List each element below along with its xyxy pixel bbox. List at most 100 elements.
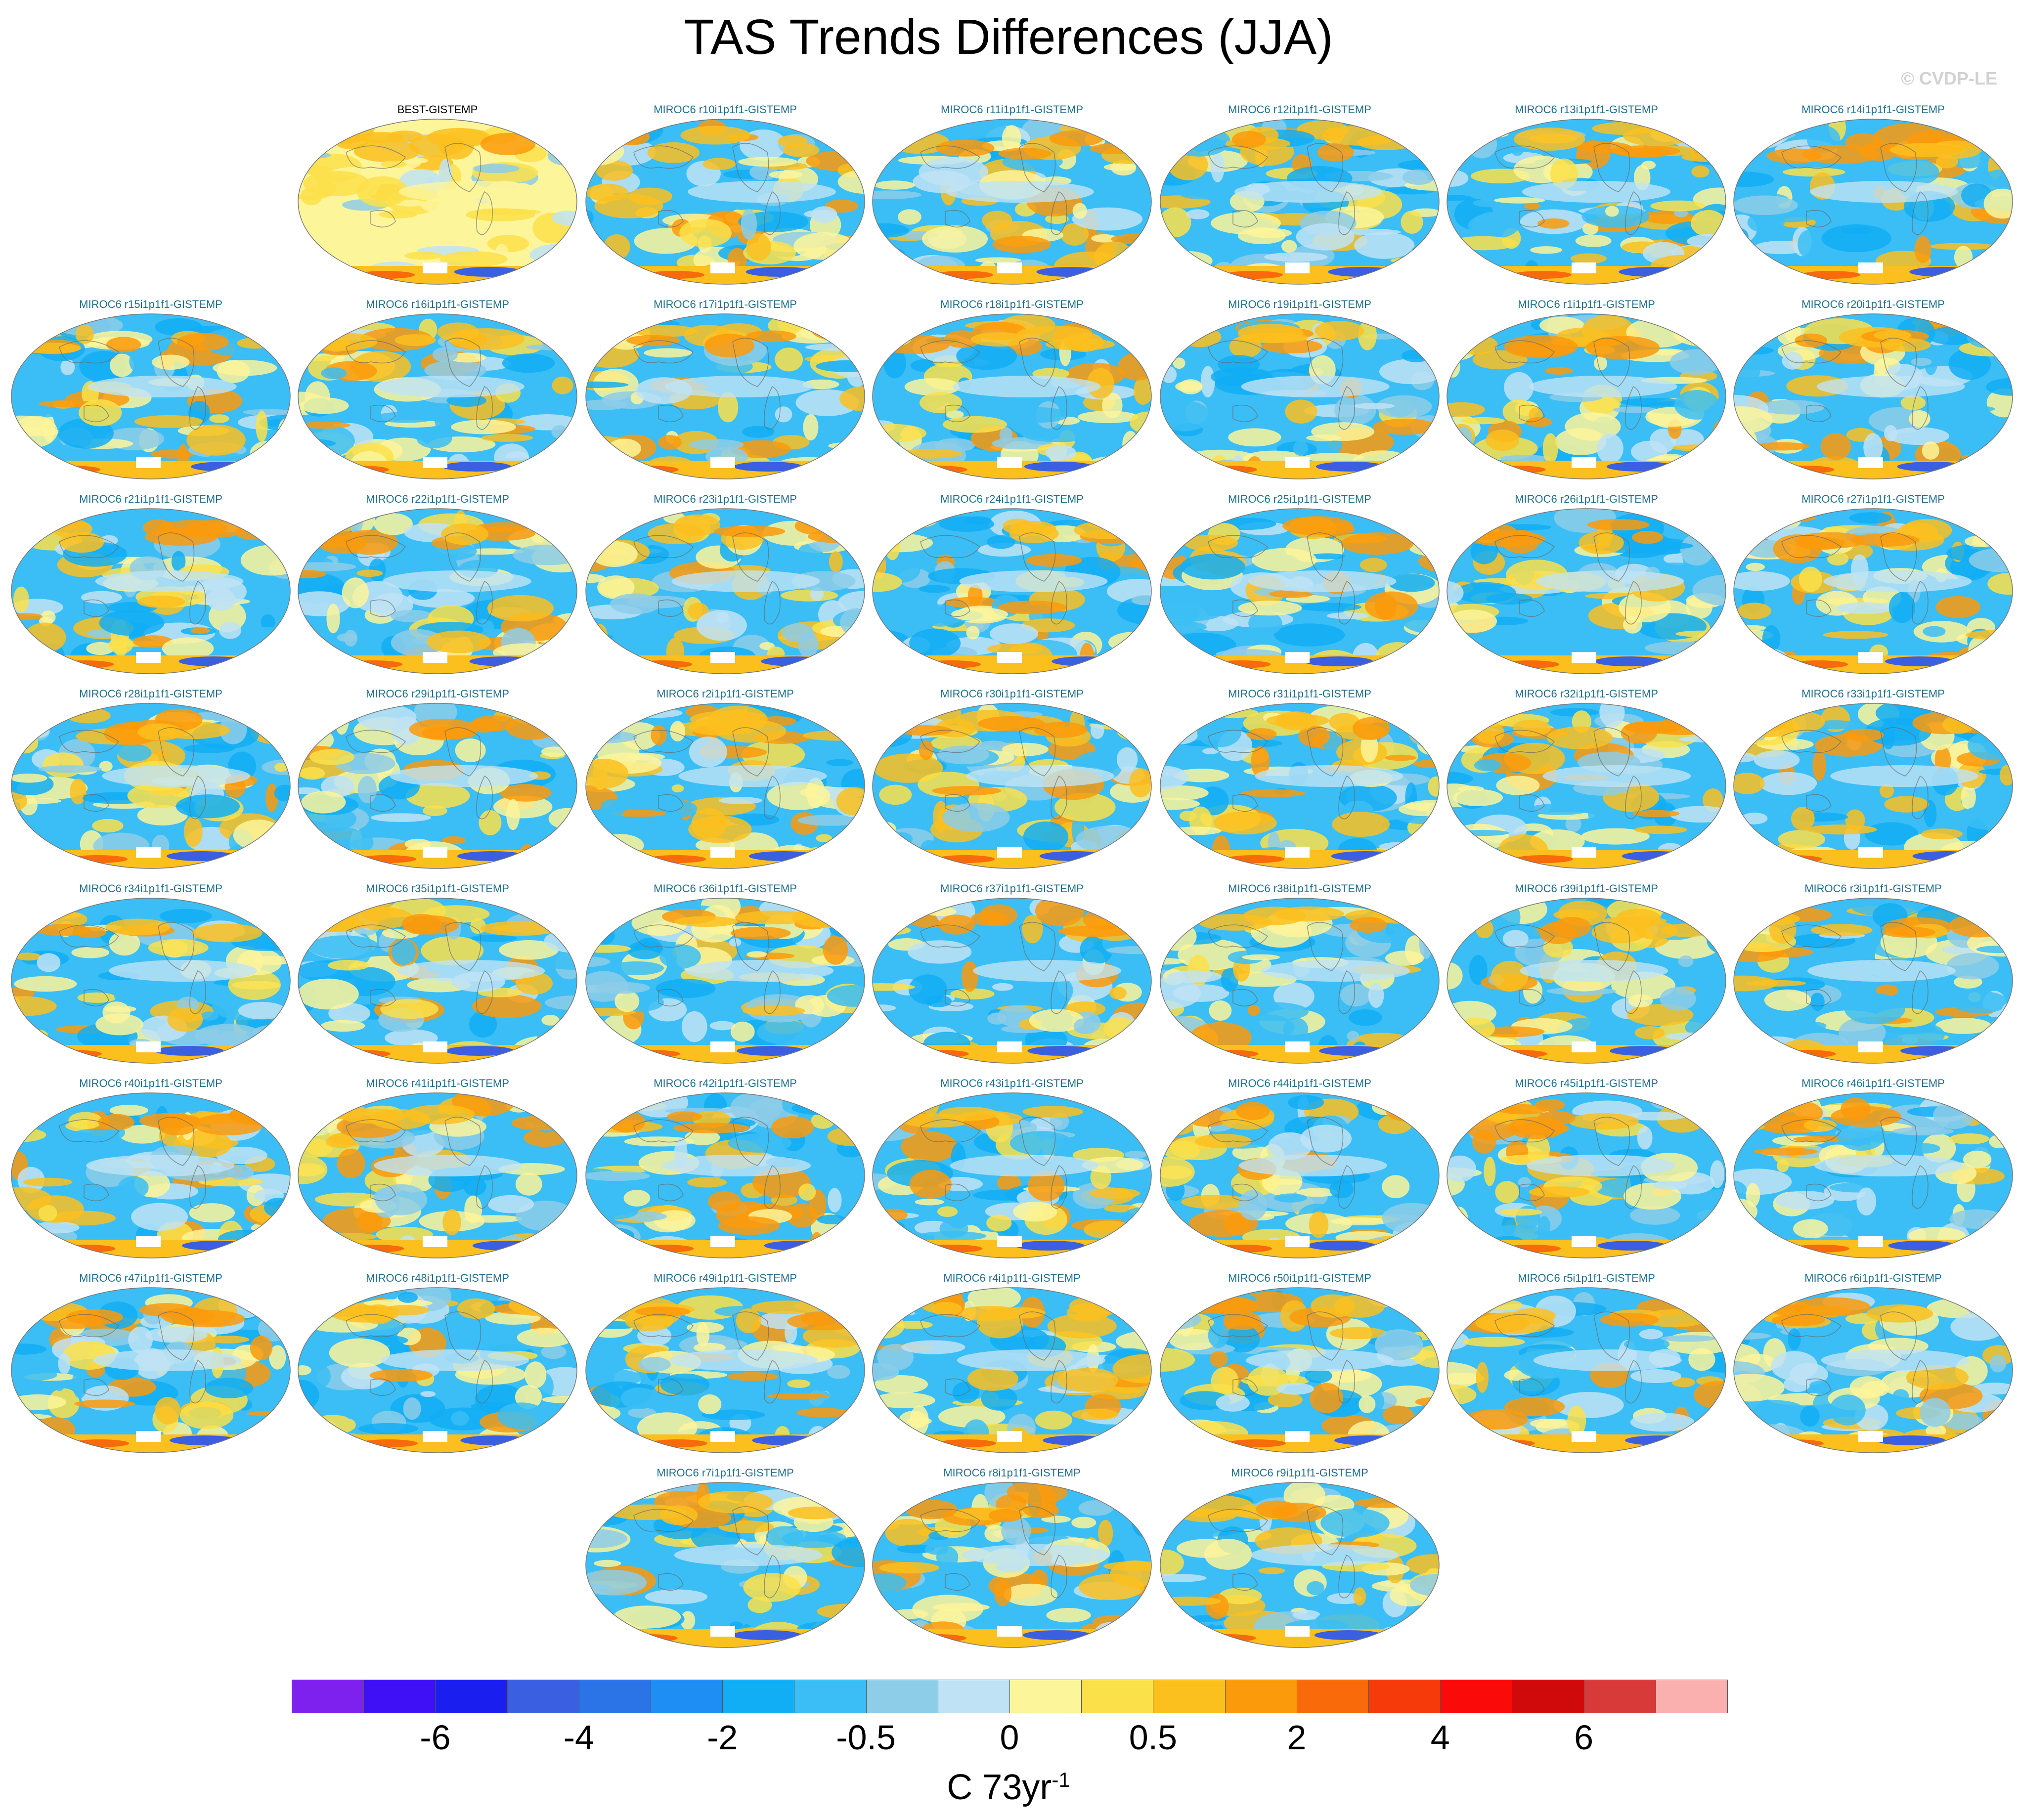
- map-panel-title: MIROC6 r2i1p1f1-GISTEMP: [657, 688, 794, 700]
- map-panel: MIROC6 r32i1p1f1-GISTEMP: [1446, 687, 1727, 870]
- map-panel-title: MIROC6 r9i1p1f1-GISTEMP: [1231, 1467, 1368, 1479]
- map-panel: MIROC6 r10i1p1f1-GISTEMP: [584, 103, 866, 286]
- map-panel-title: MIROC6 r20i1p1f1-GISTEMP: [1801, 298, 1945, 310]
- global-trend-map: [1447, 119, 1726, 285]
- map-panel-title: MIROC6 r41i1p1f1-GISTEMP: [366, 1077, 509, 1089]
- map-panel-title: MIROC6 r35i1p1f1-GISTEMP: [366, 882, 509, 895]
- map-panel: MIROC6 r46i1p1f1-GISTEMP: [1732, 1077, 2014, 1259]
- map-panel-title: MIROC6 r50i1p1f1-GISTEMP: [1228, 1272, 1371, 1284]
- global-trend-map: [298, 703, 577, 869]
- colorbar-tick-label: -2: [707, 1718, 738, 1757]
- global-trend-map: [1160, 313, 1440, 479]
- colorbar-tick-label: 6: [1574, 1718, 1594, 1757]
- colorbar-tick-label: -4: [563, 1718, 594, 1757]
- map-panel-title: MIROC6 r11i1p1f1-GISTEMP: [940, 103, 1084, 116]
- map-panel-title: MIROC6 r6i1p1f1-GISTEMP: [1804, 1272, 1942, 1284]
- colorbar-tick-label: 0.5: [1129, 1718, 1178, 1757]
- map-panel-title: MIROC6 r46i1p1f1-GISTEMP: [1801, 1077, 1945, 1089]
- colorbar-box: [1368, 1680, 1441, 1713]
- global-trend-map: [11, 508, 291, 674]
- map-panel-title: MIROC6 r38i1p1f1-GISTEMP: [1228, 882, 1371, 895]
- global-trend-map: [872, 898, 1152, 1064]
- map-panel: MIROC6 r40i1p1f1-GISTEMP: [10, 1077, 292, 1259]
- global-trend-map: [1447, 313, 1726, 479]
- global-trend-map: [1160, 1482, 1440, 1648]
- map-panel: MIROC6 r30i1p1f1-GISTEMP: [871, 687, 1153, 870]
- global-trend-map: [1447, 898, 1726, 1064]
- map-panel: MIROC6 r8i1p1f1-GISTEMP: [871, 1466, 1153, 1649]
- map-panel: MIROC6 r35i1p1f1-GISTEMP: [297, 882, 578, 1065]
- map-panel: MIROC6 r7i1p1f1-GISTEMP: [584, 1466, 866, 1649]
- map-panel-title: BEST-GISTEMP: [397, 103, 478, 116]
- map-panel: MIROC6 r42i1p1f1-GISTEMP: [584, 1077, 866, 1259]
- map-panel: MIROC6 r21i1p1f1-GISTEMP: [10, 492, 292, 675]
- map-panel-title: MIROC6 r40i1p1f1-GISTEMP: [79, 1077, 222, 1089]
- map-panel-title: MIROC6 r24i1p1f1-GISTEMP: [940, 493, 1084, 505]
- global-trend-map: [298, 313, 577, 479]
- colorbar-box: [1225, 1680, 1297, 1713]
- colorbar-box: [722, 1680, 795, 1713]
- colorbar-box: [507, 1680, 579, 1713]
- global-trend-map: [872, 1482, 1152, 1648]
- colorbar-box: [1512, 1680, 1584, 1713]
- colorbar-box: [1009, 1680, 1082, 1713]
- global-trend-map: [1733, 1287, 2013, 1453]
- map-panel: MIROC6 r31i1p1f1-GISTEMP: [1159, 687, 1441, 870]
- map-panel: MIROC6 r16i1p1f1-GISTEMP: [297, 298, 578, 480]
- global-trend-map: [1160, 1092, 1440, 1258]
- map-panel-title: MIROC6 r16i1p1f1-GISTEMP: [366, 298, 509, 310]
- map-panel-title: MIROC6 r28i1p1f1-GISTEMP: [79, 688, 222, 700]
- colorbar-box: [1153, 1680, 1226, 1713]
- map-panel-title: MIROC6 r13i1p1f1-GISTEMP: [1515, 103, 1658, 116]
- map-panel-title: MIROC6 r44i1p1f1-GISTEMP: [1228, 1077, 1371, 1089]
- global-trend-map: [1733, 1092, 2013, 1258]
- global-trend-map: [1733, 119, 2013, 285]
- global-trend-map: [872, 1092, 1152, 1258]
- units-base: C 73yr: [947, 1768, 1052, 1807]
- map-panel-title: MIROC6 r23i1p1f1-GISTEMP: [654, 493, 797, 505]
- global-trend-map: [11, 898, 291, 1064]
- map-panel-title: MIROC6 r1i1p1f1-GISTEMP: [1518, 298, 1655, 310]
- map-panel-title: MIROC6 r21i1p1f1-GISTEMP: [79, 493, 222, 505]
- map-panel: MIROC6 r13i1p1f1-GISTEMP: [1446, 103, 1727, 286]
- colorbar-units: C 73yr-1: [0, 1767, 2017, 1808]
- map-panel: MIROC6 r39i1p1f1-GISTEMP: [1446, 882, 1727, 1065]
- map-panel: MIROC6 r6i1p1f1-GISTEMP: [1732, 1271, 2014, 1454]
- map-panel: MIROC6 r33i1p1f1-GISTEMP: [1732, 687, 2014, 870]
- map-panel: MIROC6 r41i1p1f1-GISTEMP: [297, 1077, 578, 1259]
- map-panel-title: MIROC6 r30i1p1f1-GISTEMP: [940, 688, 1084, 700]
- watermark: © CVDP-LE: [1901, 68, 1997, 88]
- map-panel-title: MIROC6 r31i1p1f1-GISTEMP: [1228, 688, 1371, 700]
- map-panel-title: MIROC6 r19i1p1f1-GISTEMP: [1228, 298, 1371, 310]
- global-trend-map: [11, 703, 291, 869]
- map-panel: MIROC6 r45i1p1f1-GISTEMP: [1446, 1077, 1727, 1259]
- global-trend-map: [585, 703, 865, 869]
- map-panel-title: MIROC6 r47i1p1f1-GISTEMP: [79, 1272, 222, 1284]
- colorbar-box: [1440, 1680, 1513, 1713]
- map-panel: MIROC6 r29i1p1f1-GISTEMP: [297, 687, 578, 870]
- map-panel-title: MIROC6 r45i1p1f1-GISTEMP: [1515, 1077, 1658, 1089]
- map-panel: MIROC6 r2i1p1f1-GISTEMP: [584, 687, 866, 870]
- global-trend-map: [1160, 898, 1440, 1064]
- colorbar-box: [651, 1680, 723, 1713]
- global-trend-map: [872, 119, 1152, 285]
- colorbar-box: [292, 1680, 364, 1713]
- map-panel: MIROC6 r11i1p1f1-GISTEMP: [871, 103, 1153, 286]
- global-trend-map: [11, 1287, 291, 1453]
- map-panel: MIROC6 r5i1p1f1-GISTEMP: [1446, 1271, 1727, 1454]
- map-panel: MIROC6 r25i1p1f1-GISTEMP: [1159, 492, 1441, 675]
- map-panel-title: MIROC6 r42i1p1f1-GISTEMP: [654, 1077, 797, 1089]
- map-panel-title: MIROC6 r15i1p1f1-GISTEMP: [79, 298, 222, 310]
- colorbar-box: [578, 1680, 651, 1713]
- global-trend-map: [1160, 1287, 1440, 1453]
- map-panel-title: MIROC6 r4i1p1f1-GISTEMP: [943, 1272, 1081, 1284]
- map-panel-title: MIROC6 r33i1p1f1-GISTEMP: [1801, 688, 1945, 700]
- global-trend-map: [1447, 1092, 1726, 1258]
- global-trend-map: [585, 119, 865, 285]
- map-panel-title: MIROC6 r25i1p1f1-GISTEMP: [1228, 493, 1371, 505]
- global-trend-map: [298, 898, 577, 1064]
- map-panel-title: MIROC6 r14i1p1f1-GISTEMP: [1801, 103, 1945, 116]
- map-panel-grid: BEST-GISTEMP MIROC6 r10i1p1f1-GISTEMP MIRO…: [10, 103, 2014, 1649]
- map-panel-title: MIROC6 r26i1p1f1-GISTEMP: [1515, 493, 1658, 505]
- global-trend-map: [11, 1092, 291, 1258]
